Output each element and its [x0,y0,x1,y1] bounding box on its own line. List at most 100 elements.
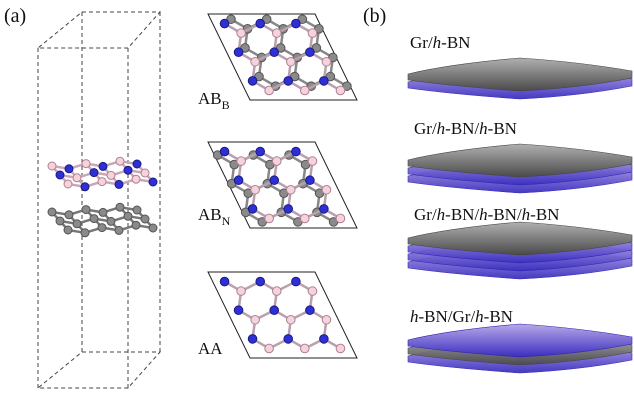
atom [107,217,115,225]
system-label: Gr/h-BN/h-BN/h-BN [414,205,559,224]
atom [98,178,106,186]
stacking-name: AB [198,205,222,224]
atom [256,147,265,156]
atom [90,215,98,223]
atom [64,180,72,188]
cell-box [38,12,160,388]
atom [308,287,317,296]
stacking-structures [208,14,357,358]
atom [300,86,309,95]
atom [286,315,295,324]
atom [65,211,73,219]
label-part: h [475,307,484,326]
panel-label: (a) [4,5,26,27]
atom [248,335,257,344]
atom [132,175,140,183]
atom [133,160,141,168]
atom [141,215,149,223]
atom [149,178,157,186]
atom [336,86,345,95]
atom [141,169,149,177]
atom [48,162,56,170]
atom [237,29,246,38]
atom [248,77,257,86]
atom [272,29,281,38]
label-part: h [433,33,442,52]
label-part: h [437,119,446,138]
atom [237,157,246,166]
atom [265,344,274,353]
label-part: h [479,205,488,224]
atom [306,176,315,185]
atom [336,344,345,353]
atom [265,214,274,223]
atom [220,19,229,28]
atom [116,203,124,211]
atom [292,147,301,156]
atom [308,29,317,38]
system-label: Gr/h-BN/h-BN [414,119,517,138]
atom [56,171,64,179]
label-part: -BN/Gr/ [419,307,476,326]
atom [270,306,279,315]
atom [251,315,260,324]
atom [286,185,295,194]
system-label: h-BN/Gr/h-BN [410,307,513,326]
label-part: h [410,307,419,326]
atom [237,287,246,296]
atom [82,160,90,168]
atom [149,224,157,232]
atom [322,315,331,324]
atom [292,19,301,28]
atom [320,77,329,86]
atom [270,48,279,57]
stacking-name: AB [198,89,222,108]
label-part: h [437,205,446,224]
atom [292,277,301,286]
atom [48,208,56,216]
atom [322,57,331,66]
atom [322,185,331,194]
atom [124,212,132,220]
label-part: h [479,119,488,138]
figure: (a) (b) ABBABNAAGr/h-BNGr/h-BN/h-BNGr/h-… [0,0,634,394]
atom [107,171,115,179]
atom [132,221,140,229]
atom [286,57,295,66]
atom [56,217,64,225]
stacking-subscript: N [222,214,231,228]
label-part: -BN [488,119,517,138]
atom [81,229,89,237]
stacking-label: ABN [198,205,231,228]
atom [270,176,279,185]
atom [90,169,98,177]
atom [284,335,293,344]
atom [272,287,281,296]
label-part: -BN [441,33,470,52]
atom [256,19,265,28]
atom [251,57,260,66]
atom [73,174,81,182]
atom [234,306,243,315]
atom [99,208,107,216]
label-part: -BN/ [488,205,522,224]
atom [116,157,124,165]
stacking-label: ABB [198,89,230,112]
label-part: -BN [530,205,559,224]
atom [220,147,229,156]
label-part: -BN/ [445,205,479,224]
atom [272,157,281,166]
atom [320,205,329,214]
atom [64,226,72,234]
atom [81,183,89,191]
atom [306,306,315,315]
stacking-label: AA [198,339,223,358]
atom [248,205,257,214]
atom [284,205,293,214]
atom [300,214,309,223]
atom [115,180,123,188]
atom [234,176,243,185]
atom [300,344,309,353]
system-label: Gr/h-BN [410,33,470,52]
label-part: h [522,205,531,224]
